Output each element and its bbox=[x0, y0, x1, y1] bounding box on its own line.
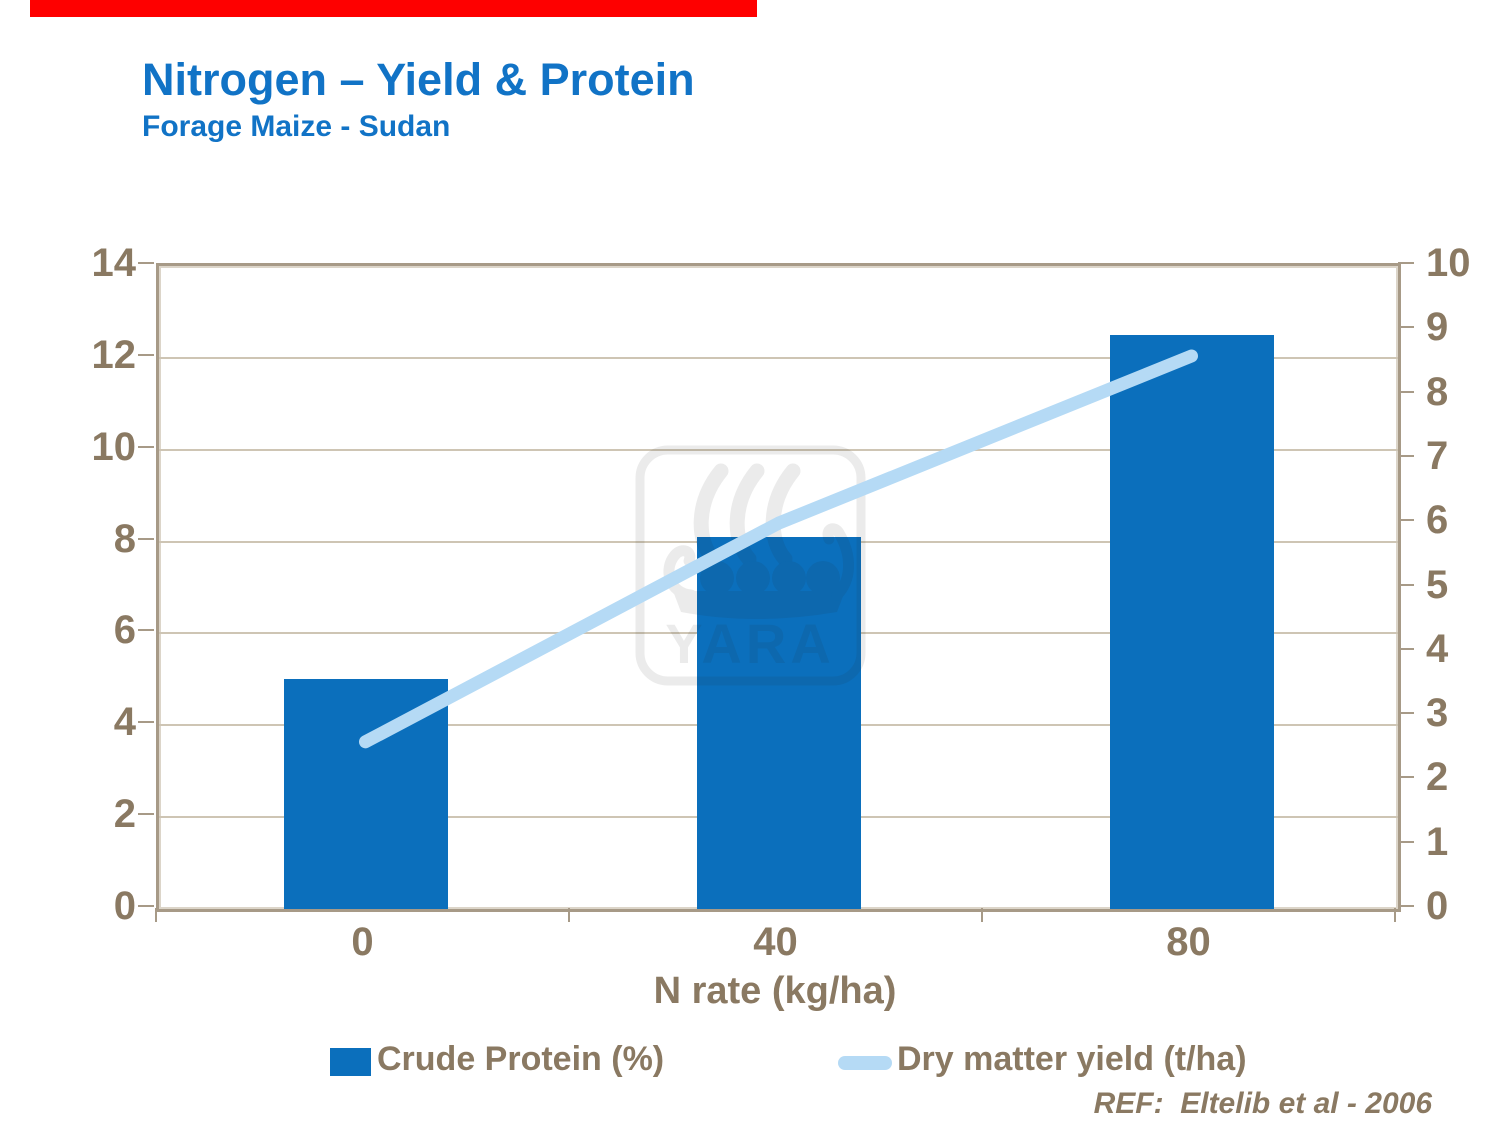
x-axis-title: N rate (kg/ha) bbox=[653, 970, 897, 1012]
y-axis-right-tick-label: 7 bbox=[1426, 433, 1449, 478]
shield-icon bbox=[772, 561, 806, 595]
y-axis-left-tick bbox=[138, 445, 154, 448]
y-axis-left-tick bbox=[138, 813, 154, 816]
y-axis-right-tick bbox=[1398, 905, 1414, 907]
chart-plot-area: YARA bbox=[156, 263, 1401, 912]
y-axis-right-tick-label: 0 bbox=[1426, 884, 1449, 928]
legend-label-crude-protein: Crude Protein (%) bbox=[377, 1040, 665, 1078]
y-axis-left-tick-label: 10 bbox=[91, 424, 137, 469]
ship-prow bbox=[822, 523, 855, 601]
sail-icon bbox=[729, 463, 765, 567]
y-axis-right-tick bbox=[1398, 647, 1414, 650]
y-axis-left-tick-label: 6 bbox=[113, 608, 136, 653]
x-axis-tick bbox=[1394, 908, 1396, 922]
y-axis-left-tick bbox=[138, 353, 154, 356]
y-axis-right-tick bbox=[1398, 454, 1414, 457]
top-red-bar bbox=[30, 0, 757, 17]
y-axis-left-tick bbox=[138, 629, 154, 632]
x-axis-tick-label: 40 bbox=[753, 920, 798, 964]
watermark-frame bbox=[635, 445, 866, 686]
y-axis-right-tick bbox=[1398, 583, 1414, 586]
y-axis-left-tick bbox=[138, 721, 154, 724]
y-axis-left-tick-label: 0 bbox=[113, 884, 136, 928]
shield-icon bbox=[700, 561, 734, 595]
line-series-layer bbox=[359, 349, 1198, 749]
x-axis-tick-label: 80 bbox=[1166, 920, 1211, 964]
gridline bbox=[159, 448, 1398, 451]
y-axis-right-tick bbox=[1398, 390, 1414, 393]
y-axis-right-tick-label: 4 bbox=[1426, 626, 1449, 671]
x-axis-tick bbox=[981, 908, 983, 922]
slide-subtitle: Forage Maize - Sudan bbox=[142, 110, 451, 143]
y-axis-left-tick-label: 4 bbox=[113, 700, 136, 745]
y-axis-right-tick bbox=[1398, 326, 1414, 329]
y-axis-left-tick bbox=[138, 262, 154, 264]
x-axis-tick-label: 0 bbox=[351, 920, 374, 964]
y-axis-right-tick bbox=[1398, 262, 1414, 264]
y-axis-right-tick-label: 6 bbox=[1426, 498, 1449, 543]
y-axis-right-tick bbox=[1398, 840, 1414, 843]
y-axis-right-tick bbox=[1398, 776, 1414, 779]
reference-text: REF: Eltelib et al - 2006 bbox=[1093, 1087, 1432, 1120]
y-axis-right-tick-label: 9 bbox=[1426, 305, 1449, 350]
x-axis-tick bbox=[155, 908, 157, 922]
dry-matter-yield-line bbox=[359, 349, 1198, 749]
sail-icon bbox=[693, 463, 729, 567]
y-axis-right-tick-label: 1 bbox=[1426, 819, 1449, 864]
yara-watermark-logo: YARA bbox=[635, 445, 866, 686]
crude-protein-bar bbox=[696, 536, 861, 909]
y-axis-left-tick-label: 14 bbox=[91, 241, 137, 285]
slide-title: Nitrogen – Yield & Protein bbox=[142, 54, 695, 105]
x-axis-tick bbox=[568, 908, 570, 922]
y-axis-right-tick-label: 3 bbox=[1426, 691, 1449, 736]
y-axis-right-tick-label: 2 bbox=[1426, 755, 1449, 800]
legend-swatch-dry-matter-yield bbox=[838, 1056, 892, 1070]
shield-icon bbox=[736, 561, 770, 595]
legend-swatch-crude-protein bbox=[330, 1048, 371, 1076]
y-axis-right-tick bbox=[1398, 519, 1414, 522]
gridline bbox=[159, 356, 1398, 359]
y-axis-right-tick-label: 5 bbox=[1426, 562, 1449, 607]
crude-protein-bar bbox=[1109, 334, 1274, 909]
y-axis-right-tick bbox=[1398, 712, 1414, 715]
y-axis-left-tick-label: 2 bbox=[113, 792, 136, 837]
ship-hull bbox=[673, 591, 845, 619]
y-axis-left-tick bbox=[138, 537, 154, 540]
legend-label-dry-matter-yield: Dry matter yield (t/ha) bbox=[897, 1040, 1247, 1078]
y-axis-left-tick bbox=[138, 905, 154, 907]
y-axis-right-tick-label: 8 bbox=[1426, 369, 1449, 414]
shield-icon bbox=[806, 561, 840, 595]
y-axis-right-tick-label: 10 bbox=[1426, 241, 1471, 285]
watermark-wordmark: YARA bbox=[665, 612, 835, 675]
y-axis-left-tick-label: 8 bbox=[113, 516, 136, 561]
y-axis-left-tick-label: 12 bbox=[91, 332, 137, 377]
ship-stern bbox=[663, 545, 697, 601]
